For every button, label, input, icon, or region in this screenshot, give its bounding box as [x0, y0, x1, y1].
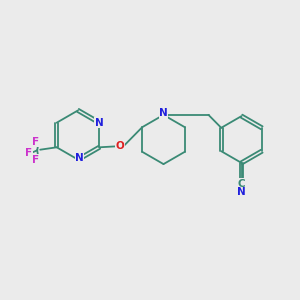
Text: N: N [75, 153, 84, 163]
Text: N: N [95, 118, 104, 128]
Text: F: F [32, 137, 39, 147]
Text: N: N [159, 108, 168, 118]
Text: C: C [238, 179, 245, 189]
Text: O: O [115, 141, 124, 151]
Text: N: N [237, 187, 246, 197]
Text: F: F [25, 148, 32, 158]
Text: F: F [32, 155, 39, 165]
